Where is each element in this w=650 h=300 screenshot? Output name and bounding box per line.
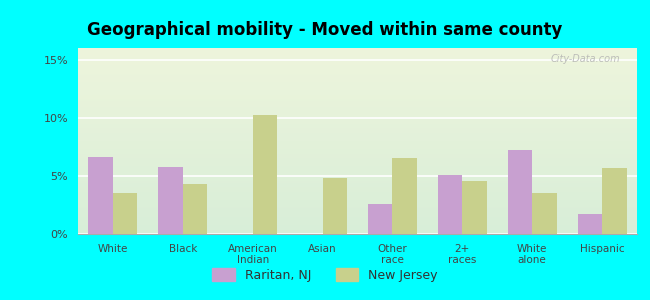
Legend: Raritan, NJ, New Jersey: Raritan, NJ, New Jersey [206, 262, 444, 288]
Text: City-Data.com: City-Data.com [551, 54, 620, 64]
Bar [368, 204, 393, 234]
Bar [183, 184, 207, 234]
Bar [602, 168, 627, 234]
Bar [88, 157, 113, 234]
Bar [438, 175, 462, 234]
Bar [578, 214, 602, 234]
Bar [253, 116, 277, 234]
Bar [508, 150, 532, 234]
Bar [532, 193, 556, 234]
Bar [393, 158, 417, 234]
Bar [113, 193, 137, 234]
Text: Geographical mobility - Moved within same county: Geographical mobility - Moved within sam… [87, 21, 563, 39]
Bar [159, 167, 183, 234]
Bar [322, 178, 347, 234]
Bar [462, 181, 487, 234]
